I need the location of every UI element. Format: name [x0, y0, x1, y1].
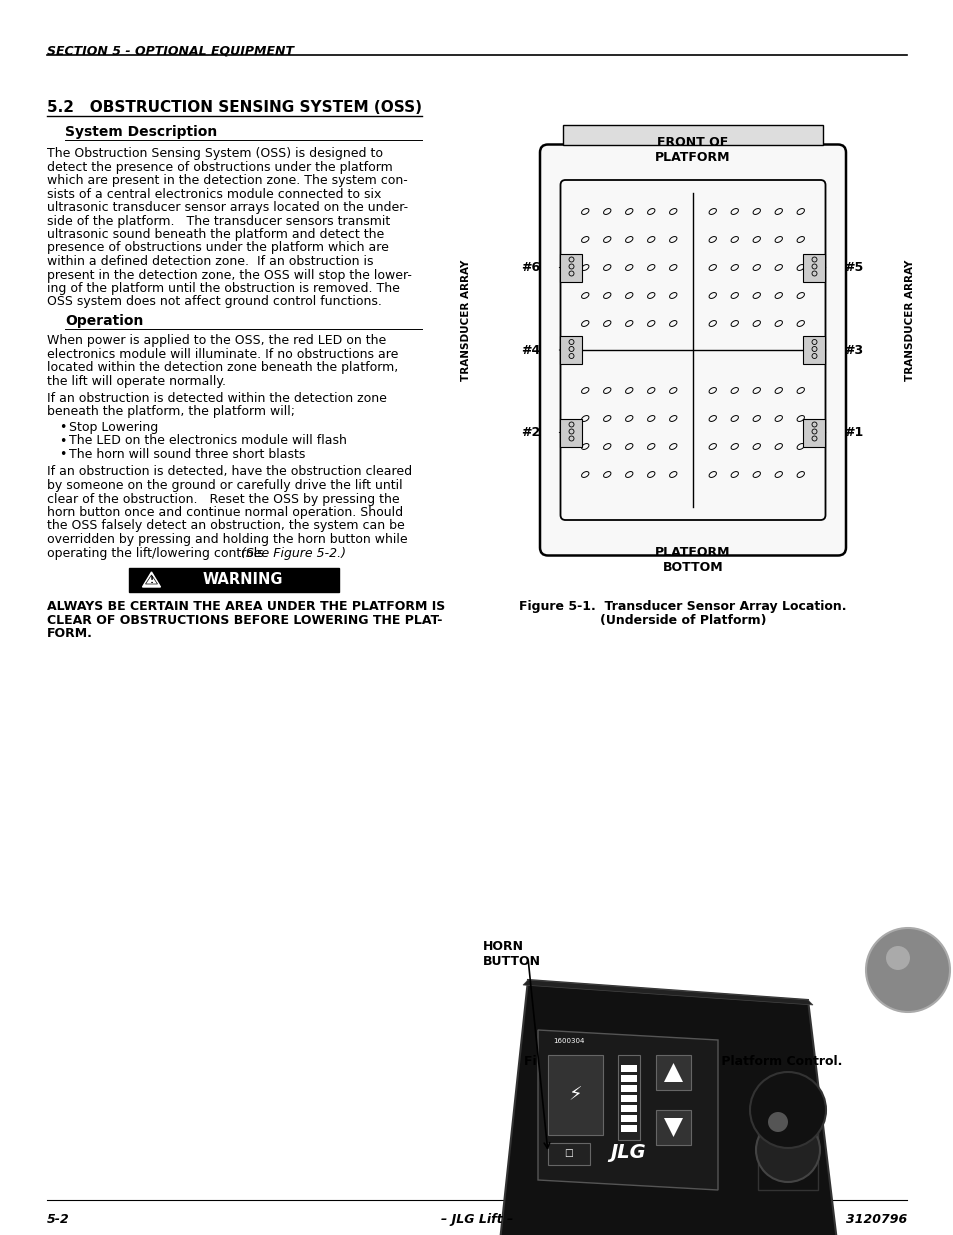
Text: ☐: ☐ [564, 1149, 573, 1158]
Text: ultrasonic transducer sensor arrays located on the under-: ultrasonic transducer sensor arrays loca… [47, 201, 408, 214]
FancyBboxPatch shape [539, 144, 845, 556]
Text: Figure 5-2.  Horn Button on Platform Control.: Figure 5-2. Horn Button on Platform Cont… [523, 1055, 841, 1068]
Text: by someone on the ground or carefully drive the lift until: by someone on the ground or carefully dr… [47, 479, 402, 492]
Text: present in the detection zone, the OSS will stop the lower-: present in the detection zone, the OSS w… [47, 268, 412, 282]
Polygon shape [537, 1030, 718, 1191]
Text: The LED on the electronics module will flash: The LED on the electronics module will f… [69, 435, 347, 447]
Text: •: • [59, 435, 67, 447]
Text: FORM.: FORM. [47, 627, 92, 640]
Text: – JLG Lift –: – JLG Lift – [440, 1213, 513, 1226]
Bar [620, 1105, 637, 1112]
Text: the OSS falsely detect an obstruction, the system can be: the OSS falsely detect an obstruction, t… [47, 520, 404, 532]
Text: presence of obstructions under the platform which are: presence of obstructions under the platf… [47, 242, 389, 254]
Text: within a defined detection zone.  If an obstruction is: within a defined detection zone. If an o… [47, 254, 374, 268]
Bar [562, 125, 822, 144]
FancyBboxPatch shape [560, 180, 824, 520]
Text: #1: #1 [843, 426, 862, 438]
Bar [620, 1074, 637, 1082]
Text: ultrasonic sound beneath the platform and detect the: ultrasonic sound beneath the platform an… [47, 228, 384, 241]
Polygon shape [522, 981, 812, 1005]
Text: !: ! [150, 576, 153, 585]
Bar [620, 1115, 637, 1123]
Text: clear of the obstruction.   Reset the OSS by pressing the: clear of the obstruction. Reset the OSS … [47, 493, 399, 505]
Bar [560, 253, 582, 282]
Text: overridden by pressing and holding the horn button while: overridden by pressing and holding the h… [47, 534, 407, 546]
Polygon shape [142, 572, 160, 587]
Text: which are present in the detection zone. The system con-: which are present in the detection zone.… [47, 174, 407, 186]
Text: 5-2: 5-2 [47, 1213, 70, 1226]
Text: WARNING: WARNING [202, 573, 282, 588]
Polygon shape [663, 1118, 682, 1137]
Text: The horn will sound three short blasts: The horn will sound three short blasts [69, 448, 305, 461]
Text: 1600304: 1600304 [553, 1037, 584, 1044]
Bar [620, 1095, 637, 1102]
Bar [477, 671, 917, 1030]
Text: Operation: Operation [65, 314, 143, 329]
Polygon shape [497, 981, 837, 1235]
Text: TRANSDUCER ARRAY: TRANSDUCER ARRAY [460, 259, 471, 380]
Bar [618, 1055, 639, 1140]
Bar [560, 336, 582, 364]
Text: When power is applied to the OSS, the red LED on the: When power is applied to the OSS, the re… [47, 333, 386, 347]
Text: #4: #4 [520, 343, 539, 357]
Text: •: • [59, 448, 67, 461]
Text: #3: #3 [843, 343, 862, 357]
Bar [802, 253, 824, 282]
Bar [656, 1055, 690, 1091]
Text: OSS system does not affect ground control functions.: OSS system does not affect ground contro… [47, 295, 381, 309]
Text: •: • [59, 421, 67, 433]
Text: located within the detection zone beneath the platform,: located within the detection zone beneat… [47, 361, 397, 374]
Circle shape [749, 1072, 825, 1149]
Bar [620, 1065, 637, 1072]
Circle shape [885, 946, 909, 969]
Text: horn button once and continue normal operation. Should: horn button once and continue normal ope… [47, 506, 403, 519]
Text: #6: #6 [520, 261, 539, 274]
Text: System Description: System Description [65, 125, 217, 140]
Text: CLEAR OF OBSTRUCTIONS BEFORE LOWERING THE PLAT-: CLEAR OF OBSTRUCTIONS BEFORE LOWERING TH… [47, 614, 442, 626]
Text: #2: #2 [520, 426, 539, 438]
Text: Stop Lowering: Stop Lowering [69, 421, 158, 433]
Text: FRONT OF
PLATFORM: FRONT OF PLATFORM [655, 136, 730, 164]
Text: TRANSDUCER ARRAY: TRANSDUCER ARRAY [904, 259, 914, 380]
Bar [656, 1110, 690, 1145]
Bar [547, 1144, 589, 1165]
Text: 3120796: 3120796 [845, 1213, 906, 1226]
Bar [130, 568, 339, 592]
Text: electronics module will illuminate. If no obstructions are: electronics module will illuminate. If n… [47, 347, 398, 361]
Bar [620, 1086, 637, 1092]
Text: JLG: JLG [610, 1142, 645, 1161]
Text: If an obstruction is detected within the detection zone: If an obstruction is detected within the… [47, 391, 387, 405]
Polygon shape [146, 576, 157, 584]
Circle shape [865, 927, 949, 1011]
Text: (Underside of Platform): (Underside of Platform) [599, 614, 765, 627]
Text: The Obstruction Sensing System (OSS) is designed to: The Obstruction Sensing System (OSS) is … [47, 147, 382, 161]
Bar [547, 1055, 602, 1135]
Text: PLATFORM
BOTTOM: PLATFORM BOTTOM [655, 546, 730, 574]
Text: (See Figure 5-2.): (See Figure 5-2.) [241, 547, 346, 559]
Text: detect the presence of obstructions under the platform: detect the presence of obstructions unde… [47, 161, 393, 173]
Text: ALWAYS BE CERTAIN THE AREA UNDER THE PLATFORM IS: ALWAYS BE CERTAIN THE AREA UNDER THE PLA… [47, 600, 445, 613]
Bar [758, 1110, 817, 1191]
Text: ing of the platform until the obstruction is removed. The: ing of the platform until the obstructio… [47, 282, 399, 295]
Text: #5: #5 [843, 261, 862, 274]
Text: beneath the platform, the platform will;: beneath the platform, the platform will; [47, 405, 294, 419]
Bar [620, 1125, 637, 1132]
Text: side of the platform.   The transducer sensors transmit: side of the platform. The transducer sen… [47, 215, 390, 227]
Text: 5.2   OBSTRUCTION SENSING SYSTEM (OSS): 5.2 OBSTRUCTION SENSING SYSTEM (OSS) [47, 100, 421, 115]
Text: ⚡: ⚡ [568, 1086, 581, 1104]
Bar [560, 419, 582, 447]
Circle shape [755, 1118, 820, 1182]
Text: the lift will operate normally.: the lift will operate normally. [47, 374, 226, 388]
Bar [802, 419, 824, 447]
Text: If an obstruction is detected, have the obstruction cleared: If an obstruction is detected, have the … [47, 466, 412, 478]
Circle shape [767, 1112, 787, 1132]
Text: SECTION 5 - OPTIONAL EQUIPMENT: SECTION 5 - OPTIONAL EQUIPMENT [47, 44, 294, 58]
Bar [802, 336, 824, 364]
Text: Figure 5-1.  Transducer Sensor Array Location.: Figure 5-1. Transducer Sensor Array Loca… [518, 600, 846, 613]
Text: sists of a central electronics module connected to six: sists of a central electronics module co… [47, 188, 381, 200]
Text: HORN
BUTTON: HORN BUTTON [482, 940, 540, 968]
Text: operating the lift/lowering controls.: operating the lift/lowering controls. [47, 547, 279, 559]
Polygon shape [663, 1063, 682, 1082]
